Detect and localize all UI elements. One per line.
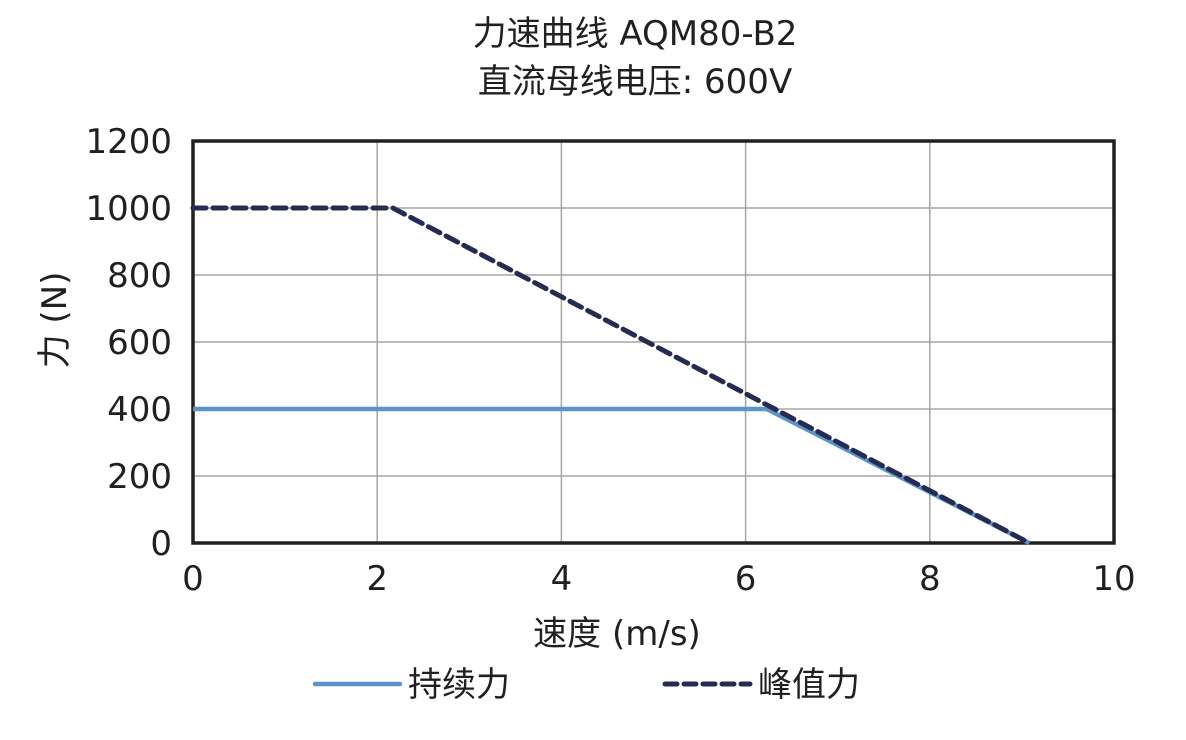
x-tick-label: 6 bbox=[735, 559, 757, 599]
legend-label-peak: 峰值力 bbox=[758, 665, 860, 705]
plot-frame bbox=[191, 139, 1116, 545]
y-tick-label: 1000 bbox=[85, 189, 172, 229]
x-tick-label: 4 bbox=[551, 559, 573, 599]
y-tick-label: 400 bbox=[107, 390, 172, 430]
series-line-peak-force bbox=[190, 205, 1032, 546]
x-axis-label: 速度 (m/s) bbox=[533, 614, 701, 654]
x-tick-label: 2 bbox=[366, 559, 388, 599]
y-tick-label: 600 bbox=[107, 323, 172, 363]
chart-title: 力速曲线 AQM80-B2 bbox=[472, 14, 798, 54]
y-tick-label: 800 bbox=[107, 256, 172, 296]
y-tick-label: 1200 bbox=[85, 122, 172, 162]
y-tick-label: 0 bbox=[150, 524, 172, 564]
x-tick-label: 0 bbox=[182, 559, 204, 599]
x-tick-label: 10 bbox=[1092, 559, 1135, 599]
y-tick-label: 200 bbox=[107, 457, 172, 497]
legend-label-continuous: 持续力 bbox=[408, 665, 510, 705]
x-tick-label: 8 bbox=[919, 559, 941, 599]
y-axis-label: 力 (N) bbox=[35, 272, 75, 369]
chart-subtitle: 直流母线电压: 600V bbox=[477, 62, 793, 102]
